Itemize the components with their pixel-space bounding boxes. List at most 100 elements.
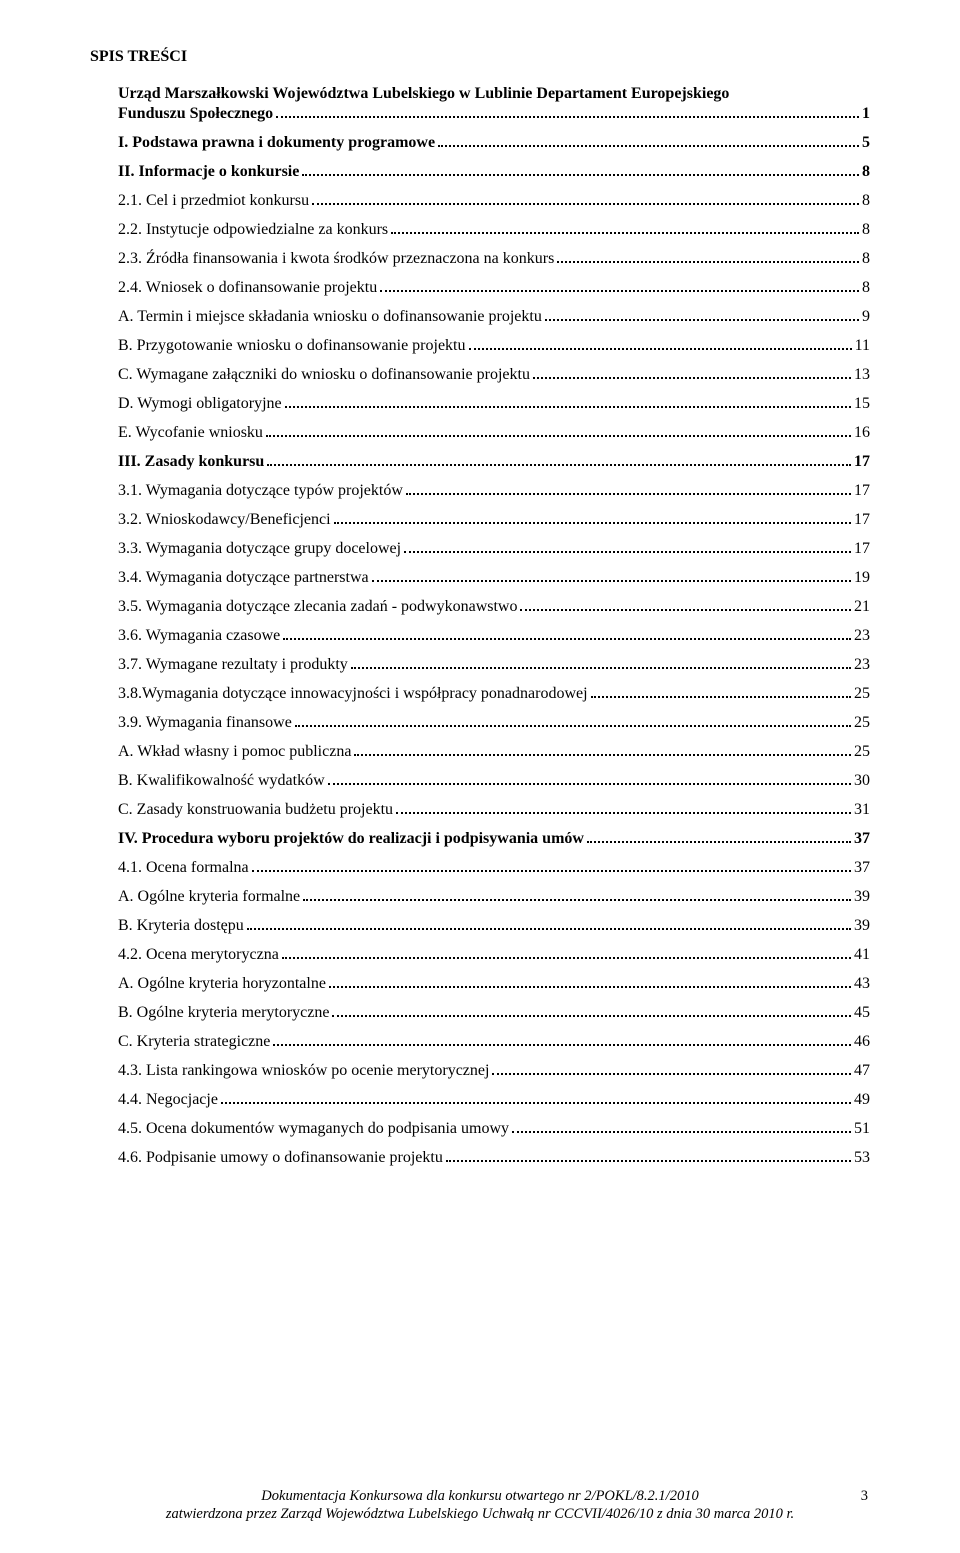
toc-row: IV. Procedura wyboru projektów do realiz… (118, 829, 870, 849)
toc-row: I. Podstawa prawna i dokumenty programow… (118, 133, 870, 153)
toc-heading-line1: Urząd Marszałkowski Województwa Lubelski… (118, 84, 870, 104)
toc-label: 3.4. Wymagania dotyczące partnerstwa (118, 568, 369, 588)
footer-page-number: 3 (861, 1487, 868, 1505)
page: SPIS TREŚCI Urząd Marszałkowski Wojewódz… (0, 0, 960, 1553)
toc-page: 39 (854, 887, 870, 907)
toc-label: IV. Procedura wyboru projektów do realiz… (118, 829, 584, 849)
toc-row: A. Ogólne kryteria horyzontalne43 (118, 974, 870, 994)
toc-leader-dots (351, 661, 851, 669)
toc-leader-dots (252, 864, 851, 872)
toc-page: 31 (854, 800, 870, 820)
toc-row: 3.6. Wymagania czasowe23 (118, 626, 870, 646)
toc-leader-dots (396, 806, 851, 814)
toc-leader-dots (520, 603, 851, 611)
toc-leader-dots (312, 197, 859, 205)
toc-row: 3.4. Wymagania dotyczące partnerstwa 19 (118, 568, 870, 588)
toc-label: D. Wymogi obligatoryjne (118, 394, 282, 414)
toc-leader-dots (273, 1038, 851, 1046)
toc-page: 41 (854, 945, 870, 965)
toc-row: 3.9. Wymagania finansowe25 (118, 713, 870, 733)
toc-row: A. Ogólne kryteria formalne 39 (118, 887, 870, 907)
toc-label: I. Podstawa prawna i dokumenty programow… (118, 133, 435, 153)
toc-leader-dots (557, 255, 859, 263)
toc-body: Urząd Marszałkowski Województwa Lubelski… (118, 84, 870, 1168)
toc-leader-dots (329, 980, 851, 988)
toc-label: 4.4. Negocjacje (118, 1090, 218, 1110)
toc-label: A. Ogólne kryteria formalne (118, 887, 300, 907)
toc-row: 2.4. Wniosek o dofinansowanie projektu8 (118, 278, 870, 298)
toc-row: C. Kryteria strategiczne 46 (118, 1032, 870, 1052)
toc-label: C. Zasady konstruowania budżetu projektu (118, 800, 393, 820)
toc-row: A. Termin i miejsce składania wniosku o … (118, 307, 870, 327)
toc-heading-entry: Urząd Marszałkowski Województwa Lubelski… (118, 84, 870, 124)
toc-page: 8 (862, 162, 870, 182)
toc-row: 4.4. Negocjacje49 (118, 1090, 870, 1110)
toc-leader-dots (221, 1096, 851, 1104)
toc-leader-dots (354, 748, 851, 756)
toc-label: 3.8.Wymagania dotyczące innowacyjności i… (118, 684, 588, 704)
toc-row: 4.2. Ocena merytoryczna 41 (118, 945, 870, 965)
toc-leader-dots (295, 719, 851, 727)
toc-leader-dots (302, 168, 859, 176)
toc-leader-dots (545, 313, 859, 321)
toc-row: A. Wkład własny i pomoc publiczna 25 (118, 742, 870, 762)
toc-leader-dots (492, 1067, 851, 1075)
toc-row: 2.3. Źródła finansowania i kwota środków… (118, 249, 870, 269)
toc-page: 37 (854, 858, 870, 878)
toc-label: B. Przygotowanie wniosku o dofinansowani… (118, 336, 466, 356)
toc-leader-dots (380, 284, 859, 292)
toc-label: 3.5. Wymagania dotyczące zlecania zadań … (118, 597, 517, 617)
toc-row: C. Wymagane załączniki do wniosku o dofi… (118, 365, 870, 385)
toc-page: 9 (862, 307, 870, 327)
toc-row: B. Kryteria dostępu 39 (118, 916, 870, 936)
toc-row: D. Wymogi obligatoryjne15 (118, 394, 870, 414)
toc-row: 4.1. Ocena formalna 37 (118, 858, 870, 878)
toc-label: A. Wkład własny i pomoc publiczna (118, 742, 351, 762)
toc-label: C. Kryteria strategiczne (118, 1032, 270, 1052)
toc-label: B. Kwalifikowalność wydatków (118, 771, 325, 791)
toc-title: SPIS TREŚCI (90, 48, 870, 66)
toc-label: A. Termin i miejsce składania wniosku o … (118, 307, 542, 327)
toc-label: 3.1. Wymagania dotyczące typów projektów (118, 481, 403, 501)
toc-row: B. Przygotowanie wniosku o dofinansowani… (118, 336, 870, 356)
toc-page: 47 (854, 1061, 870, 1081)
toc-page: 8 (862, 191, 870, 211)
toc-leader-dots (247, 922, 851, 930)
toc-label: B. Ogólne kryteria merytoryczne (118, 1003, 329, 1023)
toc-row: C. Zasady konstruowania budżetu projektu… (118, 800, 870, 820)
toc-leader-dots (332, 1009, 851, 1017)
toc-page: 43 (854, 974, 870, 994)
toc-page: 39 (854, 916, 870, 936)
toc-page: 17 (854, 452, 870, 472)
toc-page: 46 (854, 1032, 870, 1052)
toc-label: B. Kryteria dostępu (118, 916, 244, 936)
toc-page: 25 (854, 742, 870, 762)
toc-leader-dots (276, 110, 859, 118)
toc-page: 11 (855, 336, 870, 356)
toc-page: 19 (854, 568, 870, 588)
toc-list: I. Podstawa prawna i dokumenty programow… (118, 133, 870, 1168)
toc-row: 2.2. Instytucje odpowiedzialne za konkur… (118, 220, 870, 240)
toc-leader-dots (266, 429, 851, 437)
toc-row: 3.2. Wnioskodawcy/Beneficjenci17 (118, 510, 870, 530)
toc-label: E. Wycofanie wniosku (118, 423, 263, 443)
toc-page: 37 (854, 829, 870, 849)
toc-page: 17 (854, 539, 870, 559)
toc-page: 16 (854, 423, 870, 443)
toc-leader-dots (328, 777, 851, 785)
toc-leader-dots (404, 545, 851, 553)
toc-label: II. Informacje o konkursie (118, 162, 299, 182)
toc-row: 4.5. Ocena dokumentów wymaganych do podp… (118, 1119, 870, 1139)
toc-row: III. Zasady konkursu17 (118, 452, 870, 472)
toc-page: 8 (862, 249, 870, 269)
toc-leader-dots (406, 487, 851, 495)
toc-label: 4.3. Lista rankingowa wniosków po ocenie… (118, 1061, 489, 1081)
toc-label: 3.3. Wymagania dotyczące grupy docelowej (118, 539, 401, 559)
toc-leader-dots (282, 951, 851, 959)
toc-row: 4.3. Lista rankingowa wniosków po ocenie… (118, 1061, 870, 1081)
toc-leader-dots (372, 574, 851, 582)
toc-leader-dots (303, 893, 851, 901)
toc-label: 4.2. Ocena merytoryczna (118, 945, 279, 965)
toc-label: 2.2. Instytucje odpowiedzialne za konkur… (118, 220, 388, 240)
toc-label: 4.1. Ocena formalna (118, 858, 249, 878)
